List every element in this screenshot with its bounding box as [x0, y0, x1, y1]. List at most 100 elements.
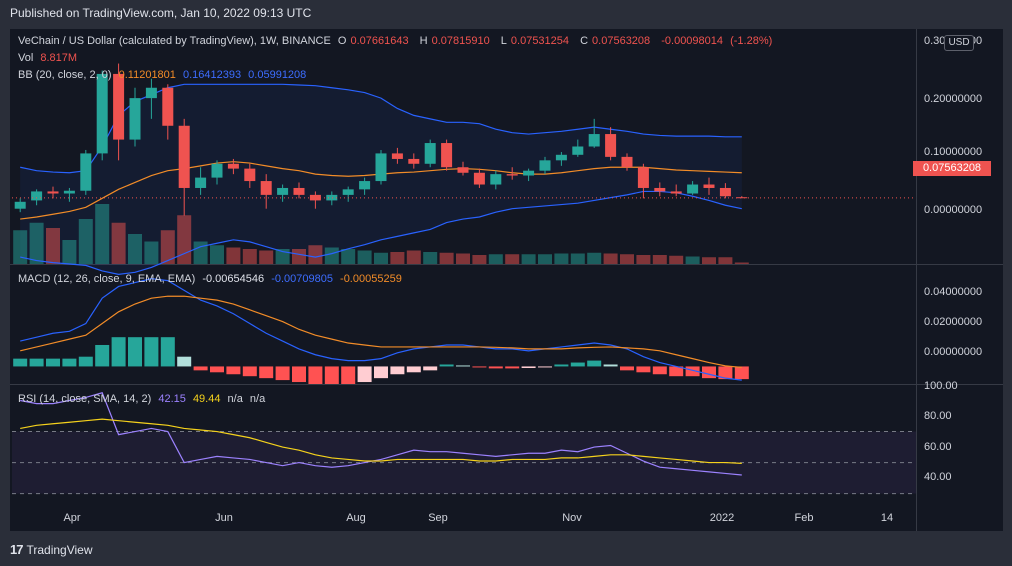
candle-body: [277, 187, 289, 195]
macd-legend[interactable]: MACD (12, 26, close, 9, EMA, EMA) -0.006…: [18, 273, 406, 285]
candle-body: [227, 163, 239, 169]
macd-hist-bar: [734, 366, 749, 380]
macd-hist-bar: [521, 366, 536, 369]
macd-hist-bar: [160, 337, 175, 367]
close-value: 0.07563208: [592, 35, 651, 47]
volume-bar: [472, 255, 487, 264]
volume-bar: [390, 252, 405, 264]
candle-body: [31, 191, 43, 201]
price-axis-divider: [916, 29, 917, 531]
macd-hist-bar: [275, 366, 290, 381]
macd-hist-bar: [423, 366, 438, 371]
volume-label: Vol: [18, 52, 34, 64]
candle-body: [555, 154, 567, 161]
rsi-sma-value: 49.44: [192, 393, 221, 405]
macd-hist-bar: [603, 364, 618, 367]
rsi-tick-3: 40.00: [924, 471, 952, 483]
macd-hist-bar: [46, 358, 60, 367]
volume-bar: [406, 250, 421, 264]
bb-upper-value: 0.16412393: [182, 69, 242, 81]
macd-hist-bar: [488, 366, 503, 369]
volume-bar: [669, 255, 684, 264]
candle-body: [621, 156, 633, 168]
macd-signal-value: -0.00055259: [340, 273, 402, 285]
volume-bar: [78, 219, 93, 264]
volume-bar: [128, 234, 142, 264]
volume-bar: [13, 230, 28, 264]
macd-hist-bar: [242, 366, 257, 377]
macd-line-value: -0.00709805: [271, 273, 333, 285]
rsi-na-2: n/a: [249, 393, 266, 405]
volume-bar: [308, 245, 323, 264]
bb-lower-line: [20, 190, 742, 275]
volume-bar: [636, 255, 651, 264]
macd-hist-bar: [324, 366, 339, 384]
tradingview-brand[interactable]: 17 TradingView: [10, 542, 93, 557]
macd-hist-bar: [456, 365, 470, 367]
volume-bar: [603, 253, 618, 264]
volume-bar: [439, 252, 454, 264]
pane-divider-macd[interactable]: [10, 264, 1003, 265]
volume-bar: [521, 254, 536, 264]
candle-body: [408, 158, 420, 164]
volume-bar: [226, 247, 241, 264]
volume-bar: [456, 253, 470, 264]
symbol-name[interactable]: VeChain / US Dollar (calculated by Tradi…: [18, 35, 331, 47]
volume-bar: [685, 256, 700, 264]
macd-hist-bar: [587, 360, 602, 367]
candle-body: [145, 87, 157, 99]
macd-hist-bar: [439, 364, 454, 367]
price-tick-3: 0.00000000: [924, 204, 983, 216]
macd-hist-bar: [78, 356, 93, 367]
low-label: L: [500, 35, 507, 47]
bb-lower-value: 0.05991208: [248, 69, 307, 81]
volume-bar: [193, 241, 208, 264]
macd-hist-bar: [128, 337, 142, 367]
low-value: 0.07531254: [510, 35, 570, 47]
candle-body: [260, 181, 272, 195]
time-tick-2022: 2022: [709, 512, 735, 524]
time-tick-jun: Jun: [215, 512, 233, 524]
candle-body: [178, 125, 190, 188]
price-tick-2: 0.10000000: [924, 146, 983, 158]
time-tick-aug: Aug: [346, 512, 366, 524]
current-price-tag: 0.07563208: [913, 161, 991, 176]
volume-bar: [144, 241, 159, 264]
currency-button[interactable]: USD: [944, 35, 974, 51]
pane-divider-rsi[interactable]: [10, 384, 1003, 385]
bb-label: BB (20, close, 2, 0): [18, 69, 112, 81]
volume-bar: [538, 254, 552, 264]
volume-bar: [242, 249, 257, 264]
bb-legend[interactable]: BB (20, close, 2, 0) 0.11201801 0.164123…: [18, 69, 310, 81]
symbol-legend[interactable]: VeChain / US Dollar (calculated by Tradi…: [18, 35, 776, 47]
candle-body: [47, 191, 59, 194]
brand-name: TradingView: [26, 542, 93, 557]
candle-body: [441, 143, 453, 168]
change-percent: (-1.28%): [730, 35, 773, 47]
open-label: O: [337, 35, 347, 47]
macd-hist-bar: [390, 366, 405, 375]
macd-hist-bar: [685, 366, 700, 377]
volume-bar: [29, 222, 44, 264]
candle-body: [588, 134, 600, 147]
macd-hist-bar: [472, 366, 487, 368]
volume-legend[interactable]: Vol 8.817M: [18, 52, 81, 64]
macd-hist-bar: [620, 366, 634, 371]
time-tick-14: 14: [880, 512, 894, 524]
rsi-pane: [12, 392, 916, 495]
macd-hist-bar: [62, 358, 77, 367]
rsi-legend[interactable]: RSI (14, close, SMA, 14, 2) 42.15 49.44 …: [18, 393, 269, 405]
candle-body: [309, 194, 321, 201]
rsi-tick-1: 80.00: [924, 410, 952, 422]
volume-bar: [292, 249, 306, 264]
volume-bars: [13, 204, 749, 264]
candle-body: [424, 143, 436, 164]
macd-hist-bar: [505, 366, 520, 369]
candle-body: [654, 187, 666, 192]
rsi-line: [20, 392, 742, 476]
macd-pane: [13, 278, 749, 384]
candle-body: [703, 184, 715, 188]
macd-signal-line: [20, 295, 742, 369]
macd-tick-0: 0.04000000: [924, 286, 983, 298]
